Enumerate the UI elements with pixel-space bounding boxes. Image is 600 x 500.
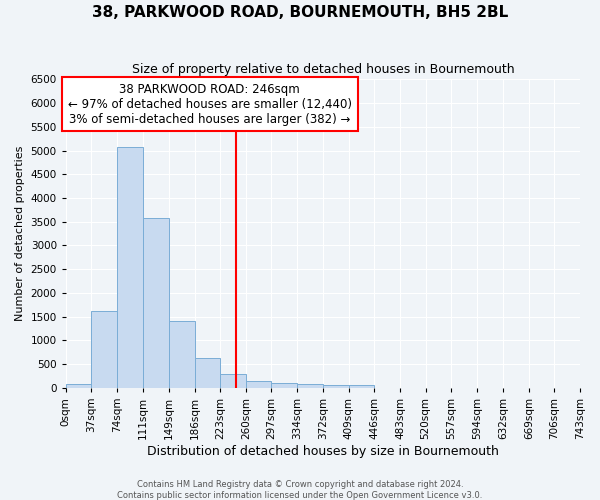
Title: Size of property relative to detached houses in Bournemouth: Size of property relative to detached ho… <box>131 62 514 76</box>
Bar <box>220 374 246 388</box>
Text: 38, PARKWOOD ROAD, BOURNEMOUTH, BH5 2BL: 38, PARKWOOD ROAD, BOURNEMOUTH, BH5 2BL <box>92 5 508 20</box>
Text: 38 PARKWOOD ROAD: 246sqm
← 97% of detached houses are smaller (12,440)
3% of sem: 38 PARKWOOD ROAD: 246sqm ← 97% of detach… <box>68 82 352 126</box>
X-axis label: Distribution of detached houses by size in Bournemouth: Distribution of detached houses by size … <box>147 444 499 458</box>
Bar <box>349 385 374 388</box>
Bar <box>91 310 117 388</box>
Bar <box>271 382 297 388</box>
Bar <box>246 381 271 388</box>
Bar <box>143 218 169 388</box>
Bar <box>297 384 323 388</box>
Bar <box>169 322 194 388</box>
Y-axis label: Number of detached properties: Number of detached properties <box>15 146 25 322</box>
Bar <box>323 385 349 388</box>
Text: Contains HM Land Registry data © Crown copyright and database right 2024.
Contai: Contains HM Land Registry data © Crown c… <box>118 480 482 500</box>
Bar <box>194 358 220 388</box>
Bar <box>66 384 91 388</box>
Bar <box>117 147 143 388</box>
